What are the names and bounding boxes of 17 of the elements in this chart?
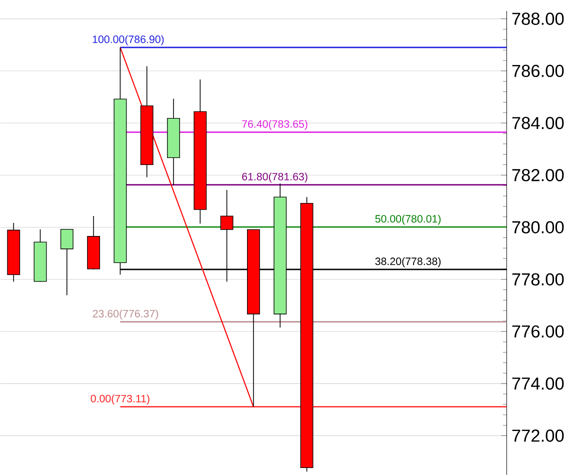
- candlestick: [60, 228, 74, 296]
- y-tick-label: 788.00: [512, 12, 564, 25]
- y-tick-label: 784.00: [512, 116, 564, 130]
- ref-line-label: 76.40(783.65): [242, 120, 308, 130]
- ref-line-label: 100.00(786.90): [92, 35, 164, 46]
- y-tick-label: 782.00: [512, 168, 564, 182]
- ref-line-label: 50.00(780.01): [375, 214, 441, 225]
- y-tick-label: 776.00: [512, 325, 564, 338]
- ref-line-label: 38.20(778.38): [375, 257, 441, 268]
- ref-line-label: 23.60(776.37): [92, 310, 158, 320]
- y-tick-label: 780.00: [512, 221, 564, 234]
- y-tick-label: 778.00: [512, 273, 564, 286]
- ref-line-label: 61.80(781.63): [242, 172, 308, 183]
- y-tick-label: 786.00: [512, 64, 564, 78]
- y-tick-label: 772.00: [512, 430, 564, 442]
- ref-line-label: 0.00(773.11): [90, 394, 150, 404]
- y-tick-label: 774.00: [512, 377, 564, 390]
